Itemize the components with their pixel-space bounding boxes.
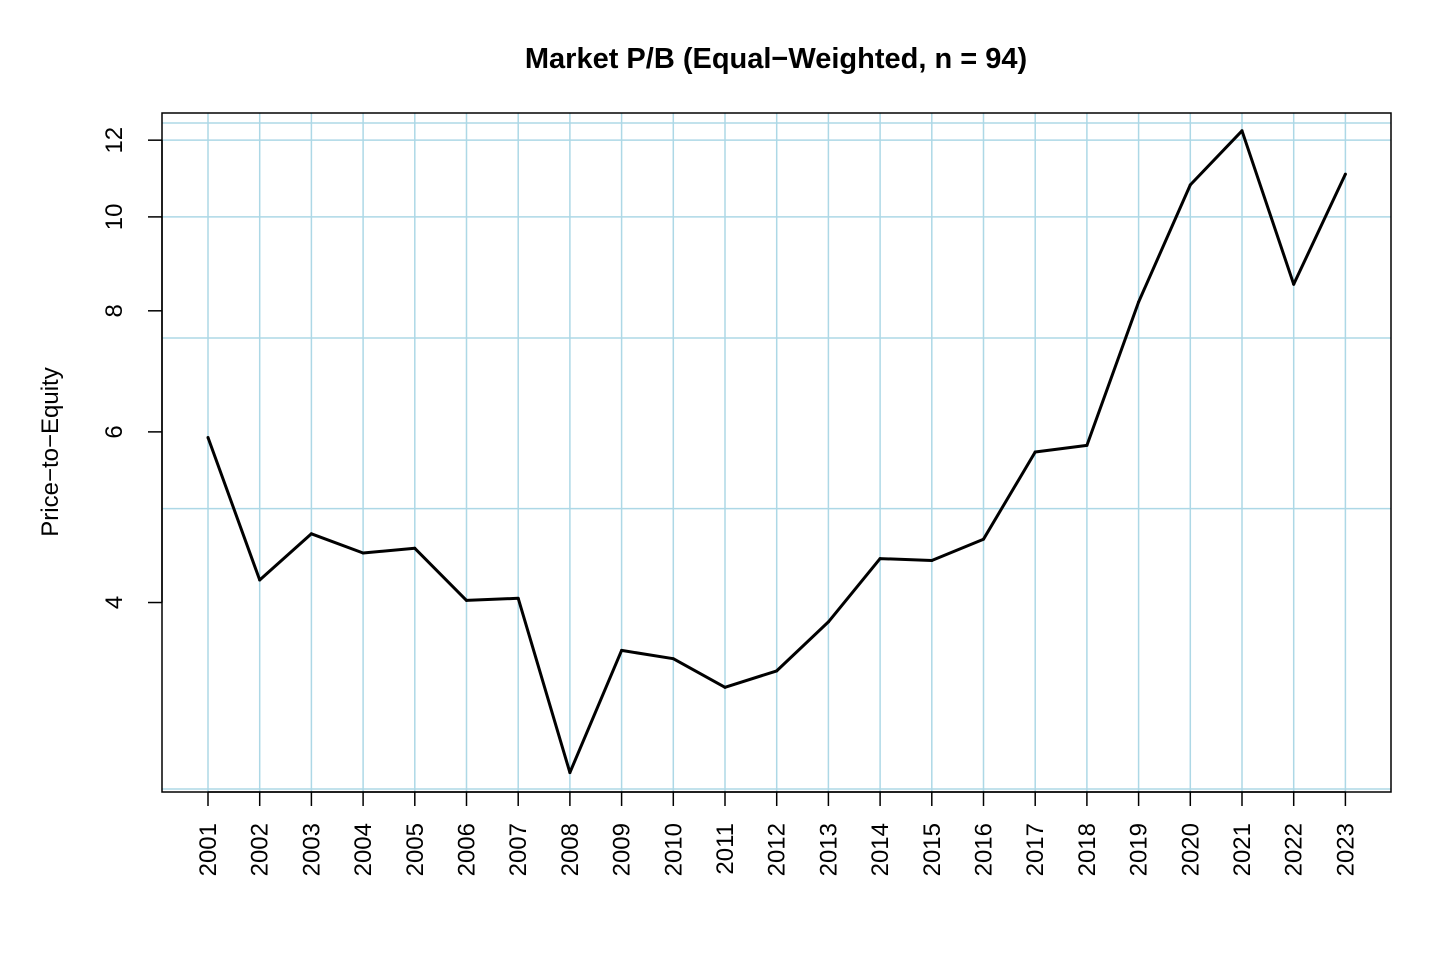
x-tick-label: 2015 — [919, 823, 946, 876]
data-point — [878, 557, 882, 561]
y-tick-label: 10 — [101, 204, 128, 231]
data-point — [620, 648, 624, 652]
y-tick-label: 12 — [101, 127, 128, 154]
data-point — [1137, 300, 1141, 304]
x-tick-label: 2011 — [712, 823, 739, 875]
grid — [162, 113, 1391, 792]
y-tick-label: 4 — [101, 596, 128, 609]
data-point — [930, 559, 934, 563]
x-tick-label: 2001 — [195, 823, 222, 876]
x-tick-label: 2021 — [1229, 823, 1256, 876]
x-tick-label: 2012 — [764, 823, 791, 876]
data-point — [671, 657, 675, 661]
x-tick-label: 2022 — [1281, 823, 1308, 876]
data-point — [775, 669, 779, 673]
x-tick-label: 2006 — [454, 823, 481, 876]
x-tick-label: 2003 — [298, 823, 325, 876]
y-axis: 4 6 8 10 12 — [101, 127, 163, 609]
data-point — [1240, 129, 1244, 133]
data-point — [361, 551, 365, 555]
y-tick-label: 8 — [101, 304, 128, 317]
x-tick-label: 2010 — [660, 823, 687, 876]
data-point — [465, 598, 468, 602]
data-point — [413, 546, 417, 550]
chart-title: Market P/B (Equal−Weighted, n = 94) — [525, 43, 1027, 75]
x-tick-label: 2002 — [247, 823, 274, 876]
data-point — [723, 685, 727, 689]
data-point — [206, 436, 210, 440]
data-point — [1188, 183, 1192, 187]
data-point — [1085, 443, 1089, 447]
y-tick-label: 6 — [101, 425, 128, 438]
data-point — [1343, 172, 1347, 176]
data-point — [309, 532, 313, 536]
x-tick-label: 2014 — [867, 823, 894, 876]
data-point — [1033, 450, 1037, 454]
x-tick-label: 2019 — [1126, 823, 1153, 876]
data-point — [568, 771, 572, 775]
x-tick-label: 2008 — [557, 823, 584, 876]
x-tick-label: 2005 — [402, 823, 429, 876]
series-line-layer — [206, 129, 1347, 775]
x-tick-label: 2004 — [350, 823, 377, 876]
x-tick-label: 2009 — [609, 823, 636, 876]
data-point — [258, 578, 262, 582]
x-tick-label: 2023 — [1332, 823, 1359, 876]
x-tick-label: 2018 — [1074, 823, 1101, 876]
x-tick-label: 2020 — [1177, 823, 1204, 876]
data-point — [516, 596, 520, 600]
x-tick-label: 2017 — [1022, 823, 1049, 876]
x-tick-label: 2007 — [505, 823, 532, 876]
data-point — [982, 537, 985, 541]
data-point — [826, 620, 830, 624]
x-tick-label: 2016 — [971, 823, 998, 876]
y-axis-label: Price−to−Equity — [37, 367, 64, 536]
x-axis: 2001 2002 2003 2004 2005 2006 2007 2008 2009 2010… — [195, 791, 1359, 876]
data-point — [1292, 282, 1296, 286]
x-tick-label: 2013 — [815, 823, 842, 876]
